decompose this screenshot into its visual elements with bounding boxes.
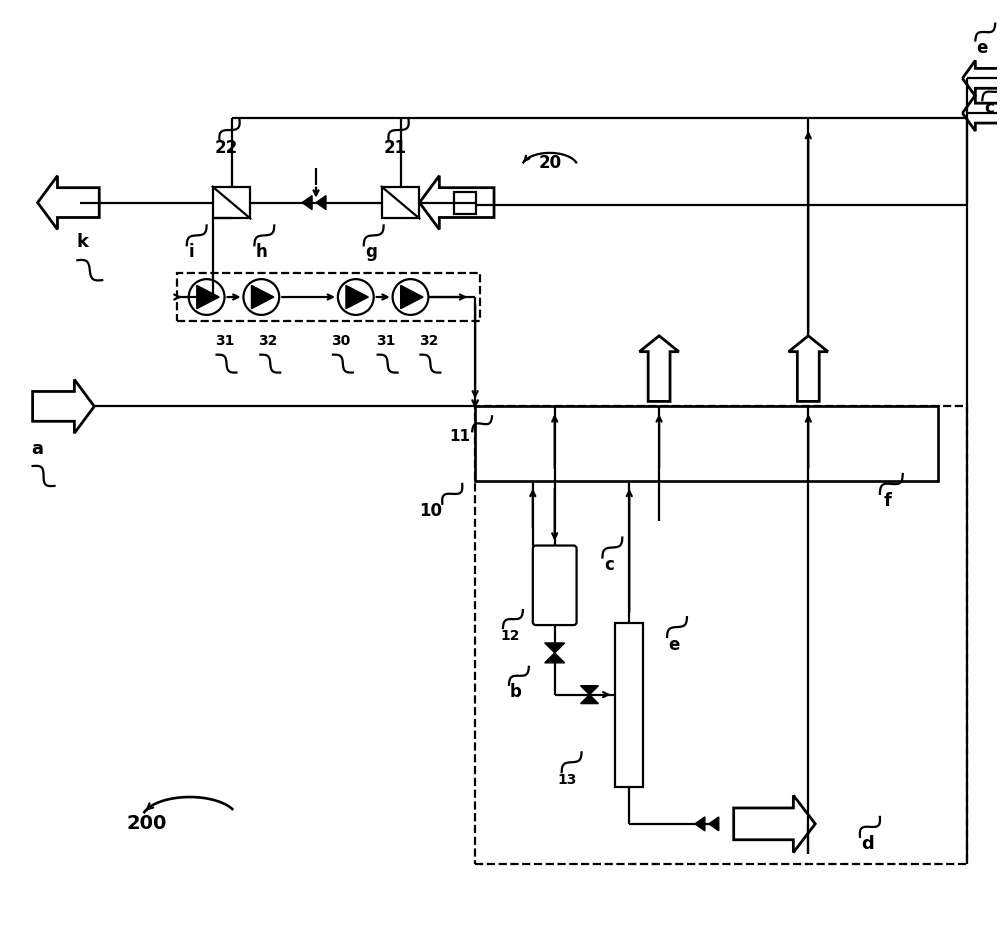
Text: b: b (510, 682, 522, 701)
Text: g: g (365, 243, 377, 261)
Bar (475, 406, 938, 481)
Polygon shape (695, 817, 705, 831)
Bar (177, 273, 480, 321)
Text: 22: 22 (215, 139, 238, 157)
Text: c: c (604, 556, 614, 575)
Text: f: f (884, 491, 892, 510)
Text: 12: 12 (500, 629, 520, 643)
Bar (213, 186, 250, 218)
Text: 13: 13 (558, 773, 577, 787)
Text: 20: 20 (538, 154, 561, 172)
Text: 200: 200 (127, 813, 167, 833)
Bar (454, 192, 476, 213)
Text: 31: 31 (376, 334, 395, 348)
Text: e: e (977, 39, 988, 57)
Text: 21: 21 (384, 139, 407, 157)
Polygon shape (316, 196, 326, 210)
Text: e: e (668, 636, 680, 654)
Polygon shape (251, 285, 274, 309)
Text: 10: 10 (419, 502, 442, 519)
Polygon shape (545, 643, 565, 653)
Text: 31: 31 (215, 334, 234, 348)
Bar (615, 622, 643, 786)
Text: 32: 32 (419, 334, 438, 348)
Text: 32: 32 (259, 334, 278, 348)
Text: 11: 11 (450, 430, 471, 445)
Polygon shape (346, 285, 368, 309)
Text: i: i (189, 243, 195, 261)
Text: d: d (862, 835, 874, 853)
Polygon shape (581, 686, 598, 695)
Text: h: h (255, 243, 267, 261)
Bar (475, 406, 967, 864)
Bar (382, 186, 419, 218)
Polygon shape (709, 817, 719, 831)
Text: 30: 30 (331, 334, 351, 348)
Polygon shape (581, 695, 598, 704)
Text: k: k (76, 233, 88, 252)
Polygon shape (197, 285, 219, 309)
Text: c: c (984, 99, 994, 117)
Polygon shape (401, 285, 423, 309)
Text: a: a (32, 440, 44, 458)
Polygon shape (545, 653, 565, 663)
Polygon shape (302, 196, 312, 210)
